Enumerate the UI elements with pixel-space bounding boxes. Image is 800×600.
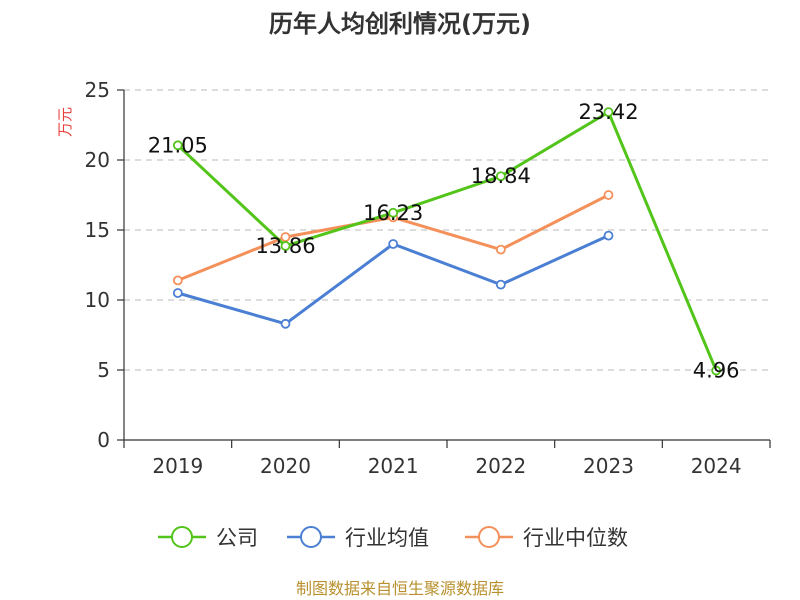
y-tick-label: 0 [97,428,110,452]
data-point [172,288,183,298]
data-point [495,244,506,255]
data-point [495,279,506,290]
data-label: 21.05 [148,133,208,157]
series-line-0 [176,110,718,372]
data-point [603,190,614,200]
legend-item-0[interactable]: 公司 [158,526,258,550]
data-label: 23.42 [578,100,638,124]
legend-item-1[interactable]: 行业均值 [287,526,429,550]
x-tick-label: 2020 [260,454,311,478]
chart-title: 历年人均创利情况(万元) [269,10,531,38]
data-point [603,230,614,241]
data-label: 13.86 [255,234,315,258]
data-point [388,239,399,249]
legend-label: 行业均值 [345,526,429,550]
data-point [603,107,614,118]
x-tick-label: 2022 [475,454,526,478]
legend-label: 公司 [216,526,258,550]
data-point [172,140,183,151]
x-tick-label: 2024 [691,454,742,478]
data-label: 18.84 [471,164,531,188]
y-tick-label: 10 [85,288,110,312]
data-point [172,275,183,286]
legend-marker [300,526,322,548]
data-point [711,365,722,376]
y-tick-label: 5 [97,358,110,382]
legend-marker [478,526,500,548]
data-point [280,241,291,251]
data-label: 4.96 [693,359,740,383]
y-tick-label: 25 [85,78,110,102]
x-tick-label: 2021 [368,454,419,478]
legend-marker [171,526,193,548]
data-point [495,171,506,182]
data-point [280,232,291,242]
legend[interactable]: 公司 行业均值 行业中位数 [158,526,628,550]
y-tick-label: 15 [85,218,110,242]
y-axis-label: 万元 [56,107,74,137]
legend-item-2[interactable]: 行业中位数 [465,526,628,550]
x-tick-label: 2023 [583,454,634,478]
gridlines [124,89,770,371]
data-labels: 21.05 13.86 16.23 18.84 23.42 4.96 [148,100,740,382]
legend-label: 行业中位数 [523,526,628,550]
data-point [280,318,291,329]
source-note: 制图数据来自恒生聚源数据库 [296,579,504,598]
data-label: 16.23 [363,201,423,225]
series-lines [172,107,722,376]
data-point [388,207,399,218]
y-tick-label: 20 [85,148,110,172]
x-tick-label: 2019 [152,454,203,478]
axes: 0 5 10 15 20 25 2019 2020 2021 2022 2023 2024 [85,78,771,478]
